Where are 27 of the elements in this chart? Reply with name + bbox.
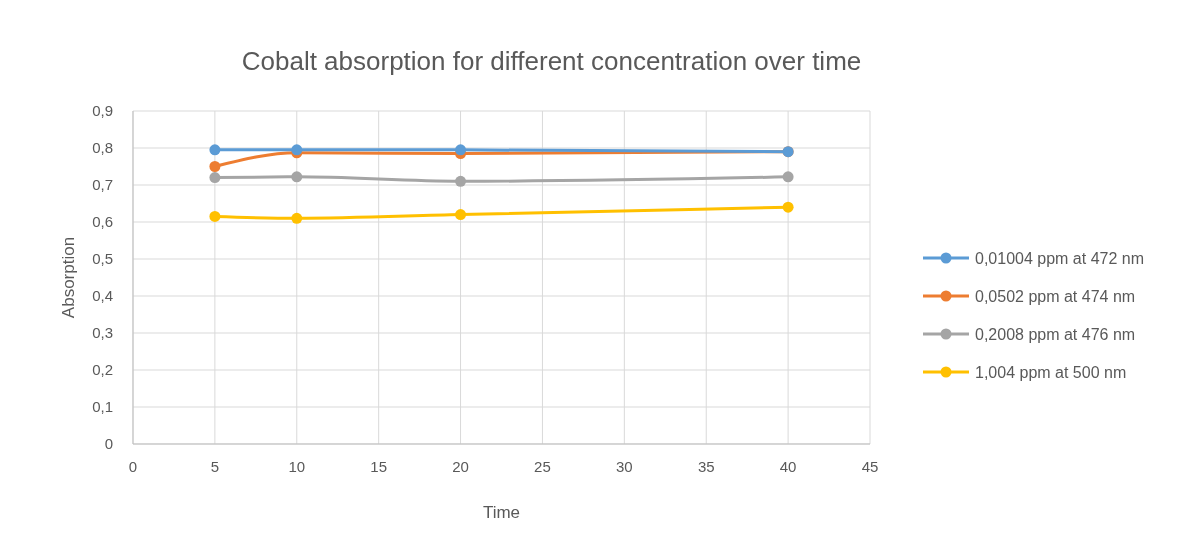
y-tick-label: 0,3 <box>92 324 113 342</box>
legend-label: 0,2008 ppm at 476 nm <box>975 325 1136 343</box>
x-tick-label: 30 <box>615 458 633 475</box>
x-tick-label: 10 <box>288 458 306 475</box>
y-tick-label: 0,5 <box>92 250 113 268</box>
legend-label: 1,004 ppm at 500 nm <box>975 363 1127 381</box>
y-tick-label: 0,8 <box>92 139 113 157</box>
legend-label: 0,01004 ppm at 472 nm <box>975 249 1145 267</box>
x-tick-label: 5 <box>210 458 220 475</box>
y-axis-title: Absorption <box>59 236 78 319</box>
x-tick-label: 35 <box>697 458 715 475</box>
y-tick-label: 0,2 <box>92 361 113 379</box>
x-tick-label: 45 <box>861 458 879 475</box>
x-tick-label: 15 <box>370 458 388 475</box>
y-tick-label: 0,9 <box>92 102 113 120</box>
x-tick-label: 40 <box>779 458 797 475</box>
x-tick-label: 0 <box>128 458 138 475</box>
y-tick-label: 0,7 <box>92 176 113 194</box>
x-tick-label: 25 <box>534 458 551 475</box>
legend-label: 0,0502 ppm at 474 nm <box>975 287 1136 305</box>
chart-title: Cobalt absorption for different concentration over time <box>241 46 862 76</box>
x-axis-title: Time <box>482 503 521 522</box>
y-tick-label: 0,4 <box>92 287 113 305</box>
y-tick-label: 0,6 <box>92 213 113 231</box>
x-tick-label: 20 <box>452 458 469 475</box>
y-tick-label: 0 <box>104 435 113 453</box>
y-tick-label: 0,1 <box>92 398 113 416</box>
